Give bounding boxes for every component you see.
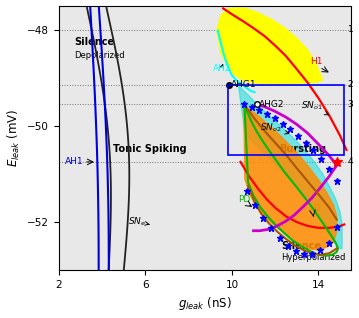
Text: $SN_{o2}$: $SN_{o2}$ xyxy=(260,122,289,134)
Text: AH1: AH1 xyxy=(65,157,84,166)
Text: AHG2: AHG2 xyxy=(259,100,284,108)
Text: Bursting: Bursting xyxy=(279,144,327,154)
Text: 1: 1 xyxy=(348,25,353,34)
Text: 2: 2 xyxy=(348,80,353,89)
Y-axis label: $E_{leak}$ (mV): $E_{leak}$ (mV) xyxy=(5,109,22,167)
Text: $SN_e$: $SN_e$ xyxy=(128,216,149,228)
Text: Depolarized: Depolarized xyxy=(74,51,125,59)
X-axis label: $g_{leak}$ (nS): $g_{leak}$ (nS) xyxy=(178,295,232,313)
Text: 3: 3 xyxy=(348,100,353,109)
Polygon shape xyxy=(217,8,323,84)
Polygon shape xyxy=(238,85,342,248)
Text: H1: H1 xyxy=(310,57,322,66)
Text: Tonic Spiking: Tonic Spiking xyxy=(113,144,187,154)
Text: PD: PD xyxy=(238,195,251,204)
Text: AHG1: AHG1 xyxy=(231,80,256,89)
Text: 4: 4 xyxy=(348,157,353,166)
Polygon shape xyxy=(244,104,337,250)
Text: Silence: Silence xyxy=(74,37,114,47)
Text: H2: H2 xyxy=(309,204,321,213)
Text: AH2: AH2 xyxy=(213,64,231,73)
Text: Silence: Silence xyxy=(281,240,322,251)
Bar xyxy=(228,85,344,155)
Text: Hyperpolarized: Hyperpolarized xyxy=(281,252,346,262)
Text: $SN_{o1}$: $SN_{o1}$ xyxy=(301,100,328,115)
